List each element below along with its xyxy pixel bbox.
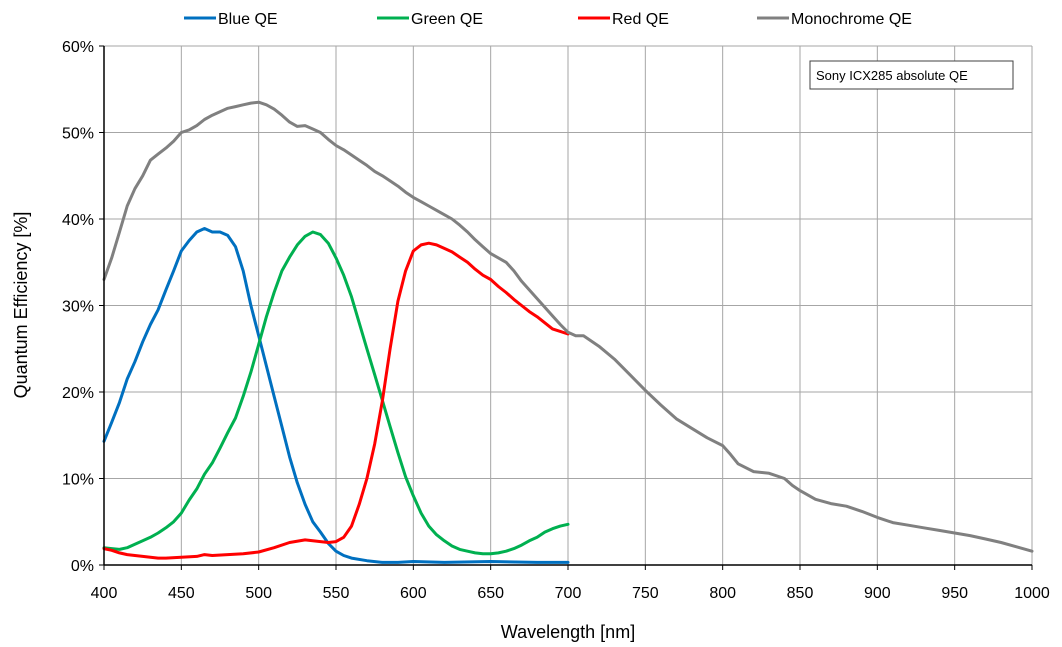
x-tick-label: 950: [941, 585, 968, 602]
x-tick-label: 700: [555, 585, 582, 602]
y-tick-label: 10%: [62, 472, 94, 489]
y-tick-label: 60%: [62, 39, 94, 56]
x-axis-title: Wavelength [nm]: [501, 622, 635, 642]
y-tick-label: 20%: [62, 385, 94, 402]
x-tick-label: 500: [245, 585, 272, 602]
y-tick-labels: 0% 10% 20% 30% 40% 50% 60%: [62, 39, 94, 575]
legend-label-monochrome-qe: Monochrome QE: [791, 11, 912, 28]
annotation-text: Sony ICX285 absolute QE: [816, 68, 968, 83]
x-tick-label: 400: [91, 585, 118, 602]
grid-lines: [104, 45, 1033, 565]
annotation-box: Sony ICX285 absolute QE: [809, 60, 1014, 90]
series-line-monochrome-qe: [102, 100, 1034, 553]
x-tick-labels: 400 450 500 550 600 650 700 750 800 850 900 950 1000: [91, 585, 1050, 602]
y-axis-title: Quantum Efficiency [%]: [11, 212, 31, 399]
x-tick-label: 600: [400, 585, 427, 602]
legend-label-blue-qe: Blue QE: [218, 11, 278, 28]
series-line-red-qe: [102, 241, 570, 560]
x-tick-label: 1000: [1014, 585, 1050, 602]
legend-label-green-qe: Green QE: [411, 11, 483, 28]
y-tick-label: 0%: [71, 558, 94, 575]
series-line-blue-qe: [102, 227, 570, 564]
legend-label-red-qe: Red QE: [612, 11, 669, 28]
x-tick-label: 850: [787, 585, 814, 602]
legend: Blue QE Green QE Red QE Monochrome QE: [184, 11, 912, 28]
y-tick-label: 50%: [62, 126, 94, 143]
x-tick-label: 450: [168, 585, 195, 602]
x-tick-label: 800: [709, 585, 736, 602]
x-tick-label: 750: [632, 585, 659, 602]
y-tick-label: 30%: [62, 299, 94, 316]
axes: [99, 45, 1033, 570]
series-lines: [102, 100, 1034, 564]
annotation-frame: [809, 60, 1014, 90]
x-tick-label: 550: [323, 585, 350, 602]
series-line-green-qe: [102, 230, 570, 556]
x-tick-label: 650: [477, 585, 504, 602]
x-tick-label: 900: [864, 585, 891, 602]
y-tick-label: 40%: [62, 212, 94, 229]
